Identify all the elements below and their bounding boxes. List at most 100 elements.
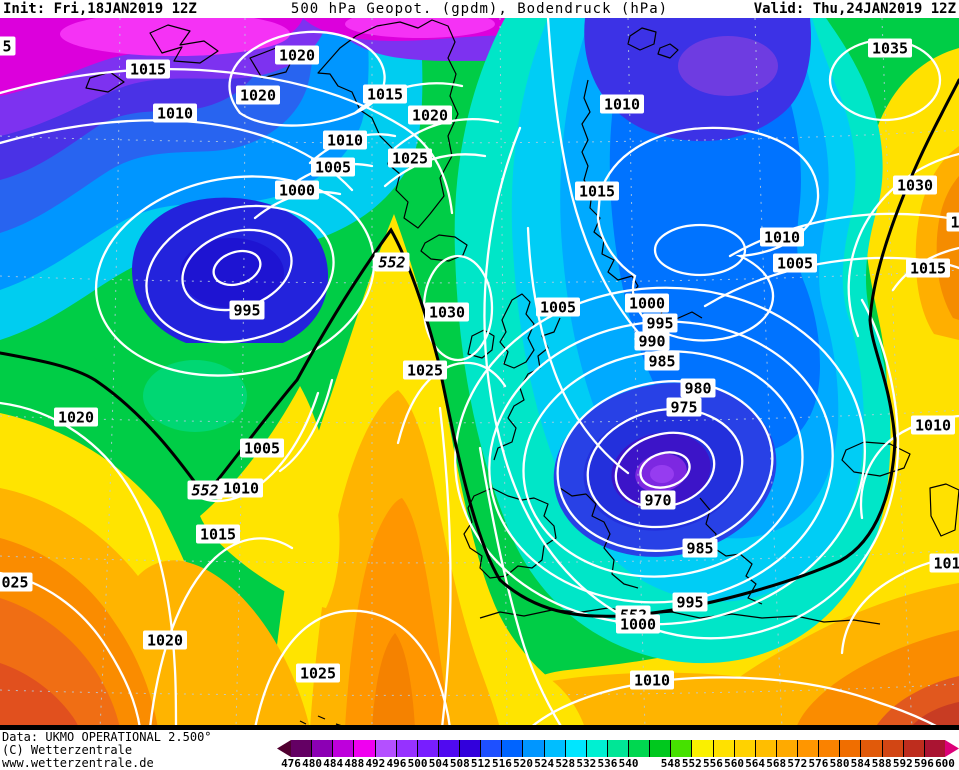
color-scale-tick: 488 xyxy=(344,757,365,770)
color-scale-legend: 476 480 484 488 492 496 500 504 508 512 516 520 524 5… xyxy=(277,740,959,770)
color-scale-tick: 520 xyxy=(513,757,533,770)
isobar-label: 1000 xyxy=(275,180,319,200)
color-scale-cell xyxy=(438,740,460,757)
color-scale-tick: 568 xyxy=(766,757,787,770)
color-scale-tick: 580 xyxy=(829,757,850,770)
color-scale-cell xyxy=(544,740,566,757)
init-datetime: Init: Fri,18JAN2019 12Z xyxy=(3,1,197,17)
isobar-label: 1005 xyxy=(773,253,817,273)
svg-text:1010: 1010 xyxy=(915,417,951,435)
color-scale-tick: 504 xyxy=(428,757,449,770)
isobar-label: 1000 xyxy=(616,614,660,634)
isobar-label: 970 xyxy=(640,490,676,510)
color-scale-cell xyxy=(375,740,397,757)
color-scale-tick: 584 xyxy=(850,757,871,770)
color-scale-cell xyxy=(671,740,693,757)
color-scale-cell xyxy=(291,740,313,757)
color-scale-cell xyxy=(734,740,756,757)
color-scale-tick: 496 xyxy=(386,757,407,770)
isobar-label: 1025 xyxy=(388,148,432,168)
svg-text:1010: 1010 xyxy=(764,229,800,247)
svg-text:1005: 1005 xyxy=(244,440,280,458)
color-scale-cell xyxy=(565,740,587,757)
color-scale-cell xyxy=(692,740,714,757)
copyright: (C) Wetterzentrale xyxy=(2,743,133,757)
isobar-label: 1015 xyxy=(363,84,407,104)
svg-text:1010: 1010 xyxy=(327,132,363,150)
isobar-label: 1035 xyxy=(868,38,912,58)
isobar-label: 1020 xyxy=(275,45,319,65)
color-scale-cell xyxy=(333,740,355,757)
isobar-label-layer: 5 1015 1020 1020 1010 1015 1020 1025 1010 1005 100… xyxy=(0,36,959,690)
color-scale-tick-labels: 476 480 484 488 492 496 500 504 508 512 516 520 524 5… xyxy=(281,757,955,770)
svg-text:1020: 1020 xyxy=(147,632,183,650)
color-scale-cell xyxy=(755,740,777,757)
isobar-label: 1020 xyxy=(408,105,452,125)
svg-text:1010: 1010 xyxy=(157,105,193,123)
isobar-label: 985 xyxy=(644,351,680,371)
isobar-label: 5 xyxy=(0,36,16,56)
color-scale-tick: 548 xyxy=(660,757,681,770)
color-scale-cell xyxy=(882,740,904,757)
isobar-label: 1010 xyxy=(911,415,955,435)
isobar-label: 1025 xyxy=(296,663,340,683)
color-scale-tick: 588 xyxy=(871,757,892,770)
svg-text:1020: 1020 xyxy=(58,409,94,427)
svg-text:995: 995 xyxy=(676,594,703,612)
isobar-label: 1015 xyxy=(575,181,619,201)
color-scale-cell xyxy=(460,740,482,757)
isobar-label: 1010 xyxy=(630,670,674,690)
isobar-label: 995 xyxy=(642,313,678,333)
svg-text:1000: 1000 xyxy=(279,182,315,200)
color-scale-tick: 596 xyxy=(913,757,934,770)
svg-text:5: 5 xyxy=(2,38,11,56)
color-scale-tick: 560 xyxy=(724,757,744,770)
geopotential-label: 552 xyxy=(374,252,410,272)
color-scale-tick: 532 xyxy=(576,757,597,770)
svg-text:1015: 1015 xyxy=(579,183,615,201)
color-scale-cell xyxy=(798,740,820,757)
color-scale-tick: 572 xyxy=(787,757,808,770)
svg-text:1005: 1005 xyxy=(777,255,813,273)
isobar-label: 1 xyxy=(946,212,959,232)
color-scale-tick: 556 xyxy=(702,757,723,770)
color-scale-tick: 516 xyxy=(492,757,512,770)
svg-text:1010: 1010 xyxy=(223,480,259,498)
color-scale-tick: 500 xyxy=(407,757,428,770)
website-link[interactable]: www.wetterzentrale.de xyxy=(2,756,154,770)
scale-below-arrow xyxy=(277,740,291,757)
color-scale-tick: 508 xyxy=(449,757,470,770)
isobar-label: 1020 xyxy=(54,407,98,427)
isobar-label: 985 xyxy=(682,538,718,558)
svg-text:985: 985 xyxy=(686,540,713,558)
isobar-label: 1005 xyxy=(536,297,580,317)
color-scale-cell xyxy=(312,740,334,757)
svg-text:552: 552 xyxy=(378,254,405,272)
weather-map: 552552552 510151020102010101015102010251… xyxy=(0,18,959,728)
svg-text:1025: 1025 xyxy=(300,665,336,683)
color-scale-cell xyxy=(713,740,735,757)
color-scale-tick: 524 xyxy=(534,757,555,770)
color-scale-tick: 476 xyxy=(281,757,301,770)
color-scale-tick: 552 xyxy=(681,757,702,770)
color-scale-cells xyxy=(291,740,945,757)
data-source: Data: UKMO OPERATIONAL 2.500° xyxy=(2,730,212,744)
color-scale-cell xyxy=(629,740,651,757)
svg-text:1010: 1010 xyxy=(604,96,640,114)
svg-text:1035: 1035 xyxy=(872,40,908,58)
isobar-label: 1030 xyxy=(425,302,469,322)
color-scale-tick: 540 xyxy=(618,757,639,770)
color-scale-tick: 512 xyxy=(470,757,491,770)
isobar-label: 1015 xyxy=(126,59,170,79)
color-scale-cell xyxy=(903,740,925,757)
svg-text:1020: 1020 xyxy=(412,107,448,125)
color-scale-tick: 492 xyxy=(365,757,386,770)
color-scale-tick: 484 xyxy=(323,757,344,770)
map-bottom-border xyxy=(0,725,959,728)
svg-text:552: 552 xyxy=(191,482,218,500)
svg-text:1020: 1020 xyxy=(240,87,276,105)
header-bar: Init: Fri,18JAN2019 12Z 500 hPa Geopot. … xyxy=(0,0,959,18)
valid-datetime: Valid: Thu,24JAN2019 12Z xyxy=(753,1,956,17)
color-scale-bar xyxy=(277,740,959,757)
